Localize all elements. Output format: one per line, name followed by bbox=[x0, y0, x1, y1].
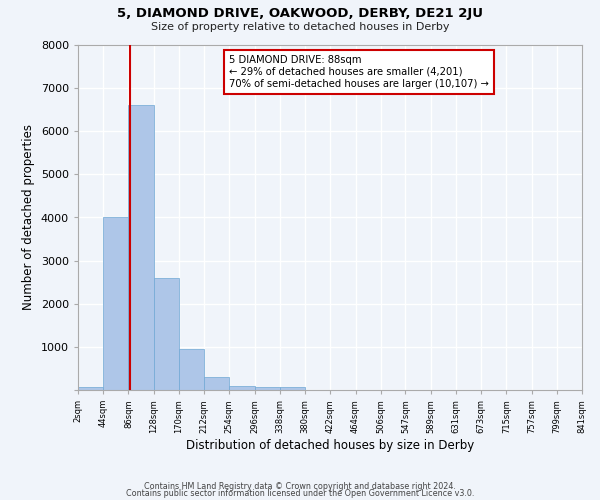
Bar bbox=[229, 386, 254, 390]
Text: 5 DIAMOND DRIVE: 88sqm
← 29% of detached houses are smaller (4,201)
70% of semi-: 5 DIAMOND DRIVE: 88sqm ← 29% of detached… bbox=[229, 56, 489, 88]
Bar bbox=[103, 218, 128, 390]
Bar bbox=[179, 349, 204, 390]
Bar bbox=[154, 278, 179, 390]
Text: 5, DIAMOND DRIVE, OAKWOOD, DERBY, DE21 2JU: 5, DIAMOND DRIVE, OAKWOOD, DERBY, DE21 2… bbox=[117, 8, 483, 20]
Bar bbox=[78, 387, 103, 390]
Text: Contains HM Land Registry data © Crown copyright and database right 2024.: Contains HM Land Registry data © Crown c… bbox=[144, 482, 456, 491]
Y-axis label: Number of detached properties: Number of detached properties bbox=[22, 124, 35, 310]
Text: Contains public sector information licensed under the Open Government Licence v3: Contains public sector information licen… bbox=[126, 490, 474, 498]
X-axis label: Distribution of detached houses by size in Derby: Distribution of detached houses by size … bbox=[186, 438, 474, 452]
Bar bbox=[128, 106, 154, 390]
Text: Size of property relative to detached houses in Derby: Size of property relative to detached ho… bbox=[151, 22, 449, 32]
Bar bbox=[280, 387, 305, 390]
Bar bbox=[254, 387, 280, 390]
Bar bbox=[204, 377, 229, 390]
